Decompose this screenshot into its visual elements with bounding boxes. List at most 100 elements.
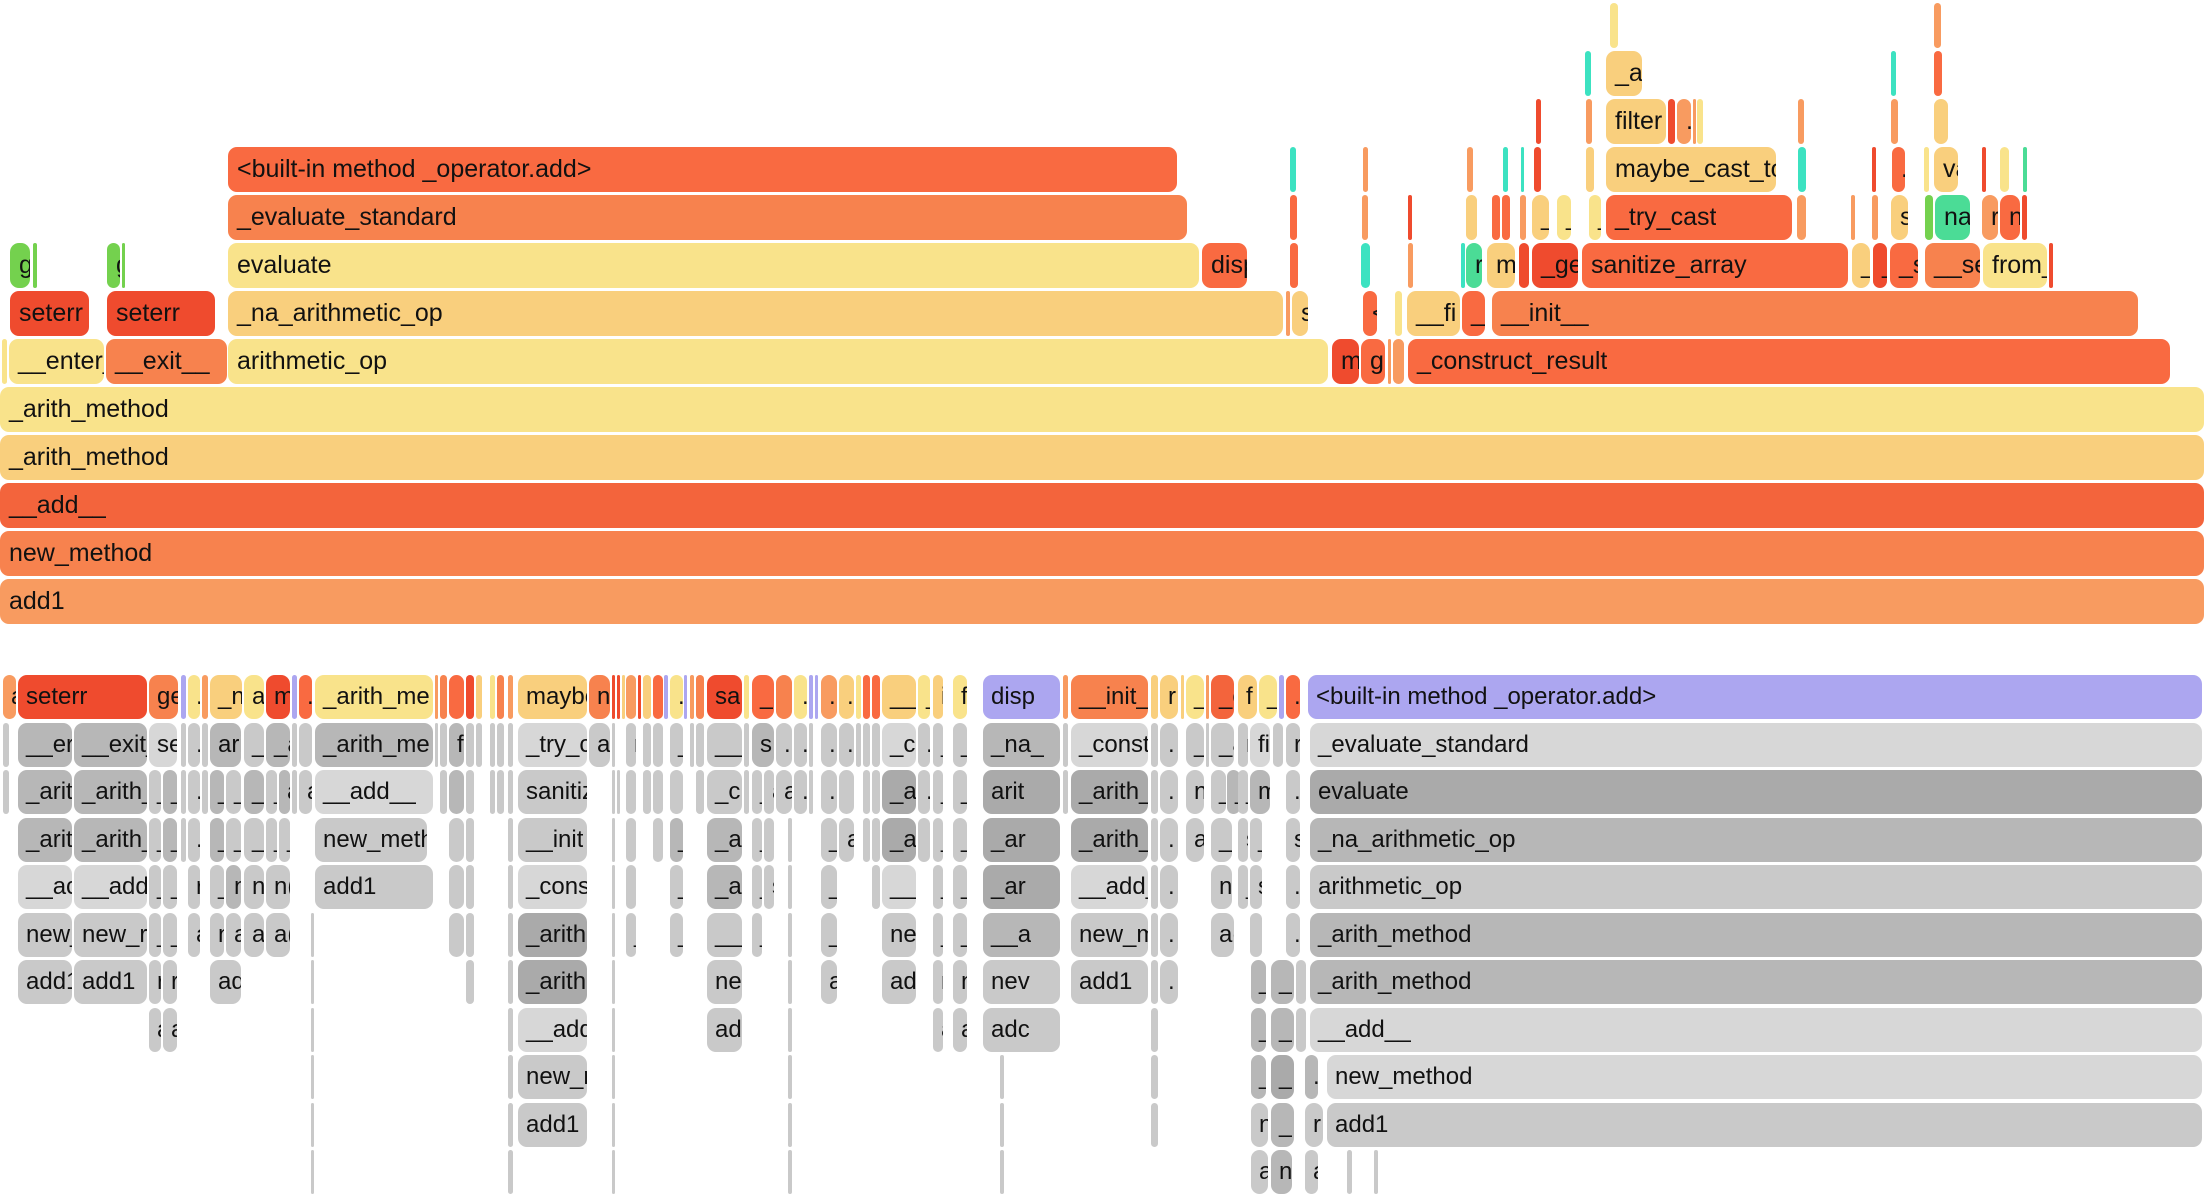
flame-frame[interactable]: _na_arithmetic_op [228, 291, 1283, 336]
flame-frame[interactable] [1362, 195, 1368, 240]
flame-frame[interactable]: __a [983, 912, 1060, 957]
flame-frame[interactable] [508, 1102, 513, 1147]
flame-frame[interactable]: r [188, 865, 200, 909]
flame-frame[interactable] [1872, 147, 1876, 192]
flame-frame[interactable] [1151, 817, 1158, 862]
flame-frame[interactable] [612, 675, 615, 719]
flame-frame[interactable]: s [1286, 817, 1300, 862]
flame-frame[interactable]: __ [707, 912, 742, 957]
flame-frame[interactable]: a [589, 722, 610, 767]
flame-frame[interactable]: a [188, 912, 200, 957]
flame-frame[interactable] [449, 770, 464, 814]
flame-frame[interactable]: adc [983, 1007, 1060, 1052]
flame-frame[interactable]: __f [882, 675, 916, 719]
flame-frame[interactable] [2049, 243, 2053, 288]
flame-frame[interactable]: _ [752, 865, 762, 909]
flame-frame[interactable] [1891, 99, 1898, 144]
flame-frame[interactable] [440, 770, 447, 814]
flame-frame[interactable]: _ [163, 865, 177, 909]
flame-frame[interactable]: _ [953, 722, 967, 767]
flame-frame[interactable] [764, 817, 774, 862]
flame-frame[interactable]: new_method [1327, 1055, 2202, 1099]
flame-frame[interactable] [1693, 99, 1696, 144]
flame-frame[interactable]: _s [1890, 243, 1918, 288]
flame-frame[interactable]: a [1305, 1150, 1318, 1194]
flame-frame[interactable]: _ [244, 817, 264, 862]
flame-frame[interactable] [856, 722, 861, 767]
flame-frame[interactable]: from_ [1983, 243, 2047, 288]
flame-frame[interactable]: __add [518, 1007, 587, 1052]
flame-frame[interactable]: new_method [0, 531, 2204, 576]
flame-frame[interactable] [311, 1102, 314, 1147]
flame-frame[interactable]: _na_ [983, 722, 1060, 767]
flame-frame[interactable] [1536, 99, 1541, 144]
flame-frame[interactable]: _arith_ [74, 817, 147, 862]
flame-frame[interactable]: n( [1211, 865, 1232, 909]
flame-frame[interactable] [1872, 195, 1878, 240]
flame-frame[interactable] [122, 243, 125, 288]
flame-frame[interactable]: s [1250, 865, 1262, 909]
flame-frame[interactable]: ge [149, 675, 178, 719]
flame-frame[interactable]: . [1160, 722, 1178, 767]
flame-frame[interactable] [1461, 243, 1465, 288]
flame-frame[interactable]: new_ [18, 912, 72, 957]
flame-frame[interactable]: na [1935, 195, 1970, 240]
flame-frame[interactable]: arit [983, 770, 1060, 814]
flame-frame[interactable]: g [10, 243, 30, 288]
flame-frame[interactable]: <built-in method _operator.add> [228, 147, 1177, 192]
flame-frame[interactable]: . [653, 675, 663, 719]
flame-frame[interactable]: _ [670, 722, 683, 767]
flame-frame[interactable] [815, 675, 818, 719]
flame-frame[interactable]: add1 [315, 865, 433, 909]
flame-frame[interactable]: _ [1238, 770, 1248, 814]
flame-frame[interactable] [1151, 1055, 1158, 1099]
flame-frame[interactable]: a( [1211, 912, 1234, 957]
flame-frame[interactable] [1374, 1150, 1378, 1194]
flame-frame[interactable] [788, 865, 792, 909]
flame-frame[interactable]: . [794, 722, 807, 767]
flame-frame[interactable]: _ [1259, 675, 1277, 719]
flame-frame[interactable] [1534, 147, 1541, 192]
flame-frame[interactable]: . [1160, 960, 1178, 1004]
flame-frame[interactable]: __ac [18, 865, 72, 909]
flame-frame[interactable]: ne [707, 960, 742, 1004]
flame-frame[interactable]: arithmetic_op [1310, 865, 2202, 909]
flame-frame[interactable]: . [626, 817, 636, 862]
flame-frame[interactable]: _ar [983, 865, 1060, 909]
flame-frame[interactable] [1296, 960, 1306, 1004]
flame-frame[interactable]: _a [266, 722, 290, 767]
flame-frame[interactable]: _ [933, 817, 943, 862]
flame-frame[interactable] [508, 960, 513, 1004]
flame-frame[interactable]: _arith_method [0, 435, 2204, 480]
flame-frame[interactable]: _ [752, 770, 762, 814]
flame-frame[interactable] [1891, 51, 1896, 96]
flame-frame[interactable] [690, 722, 694, 767]
flame-frame[interactable]: s [764, 865, 774, 909]
flame-frame[interactable]: new_r [518, 1055, 587, 1099]
flame-frame[interactable] [1934, 99, 1948, 144]
flame-frame[interactable] [497, 770, 504, 814]
flame-frame[interactable]: . [839, 675, 854, 719]
flame-frame[interactable]: . [626, 770, 636, 814]
flame-frame[interactable] [1697, 99, 1703, 144]
flame-frame[interactable]: va [1934, 147, 1958, 192]
flame-frame[interactable] [466, 912, 474, 957]
flame-frame[interactable]: _ [1462, 291, 1485, 336]
flame-frame[interactable] [809, 722, 813, 767]
flame-frame[interactable] [1151, 912, 1158, 957]
flame-frame[interactable]: _ [933, 770, 943, 814]
flame-frame[interactable]: a [149, 1007, 161, 1052]
flame-frame[interactable]: < [1363, 291, 1377, 336]
flame-frame[interactable] [508, 722, 513, 767]
flame-frame[interactable]: _arith_method [1310, 912, 2202, 957]
flame-frame[interactable]: _c [707, 770, 742, 814]
flame-frame[interactable]: n [1251, 1102, 1268, 1147]
flame-frame[interactable]: . [1892, 147, 1905, 192]
flame-frame[interactable]: . [653, 770, 663, 814]
flame-frame[interactable]: . [794, 770, 807, 814]
flame-frame[interactable]: r [163, 960, 177, 1004]
flame-frame[interactable] [508, 1055, 513, 1099]
flame-frame[interactable] [181, 722, 186, 767]
flame-frame[interactable] [863, 817, 870, 862]
flame-frame[interactable]: evaluate [1310, 770, 2202, 814]
